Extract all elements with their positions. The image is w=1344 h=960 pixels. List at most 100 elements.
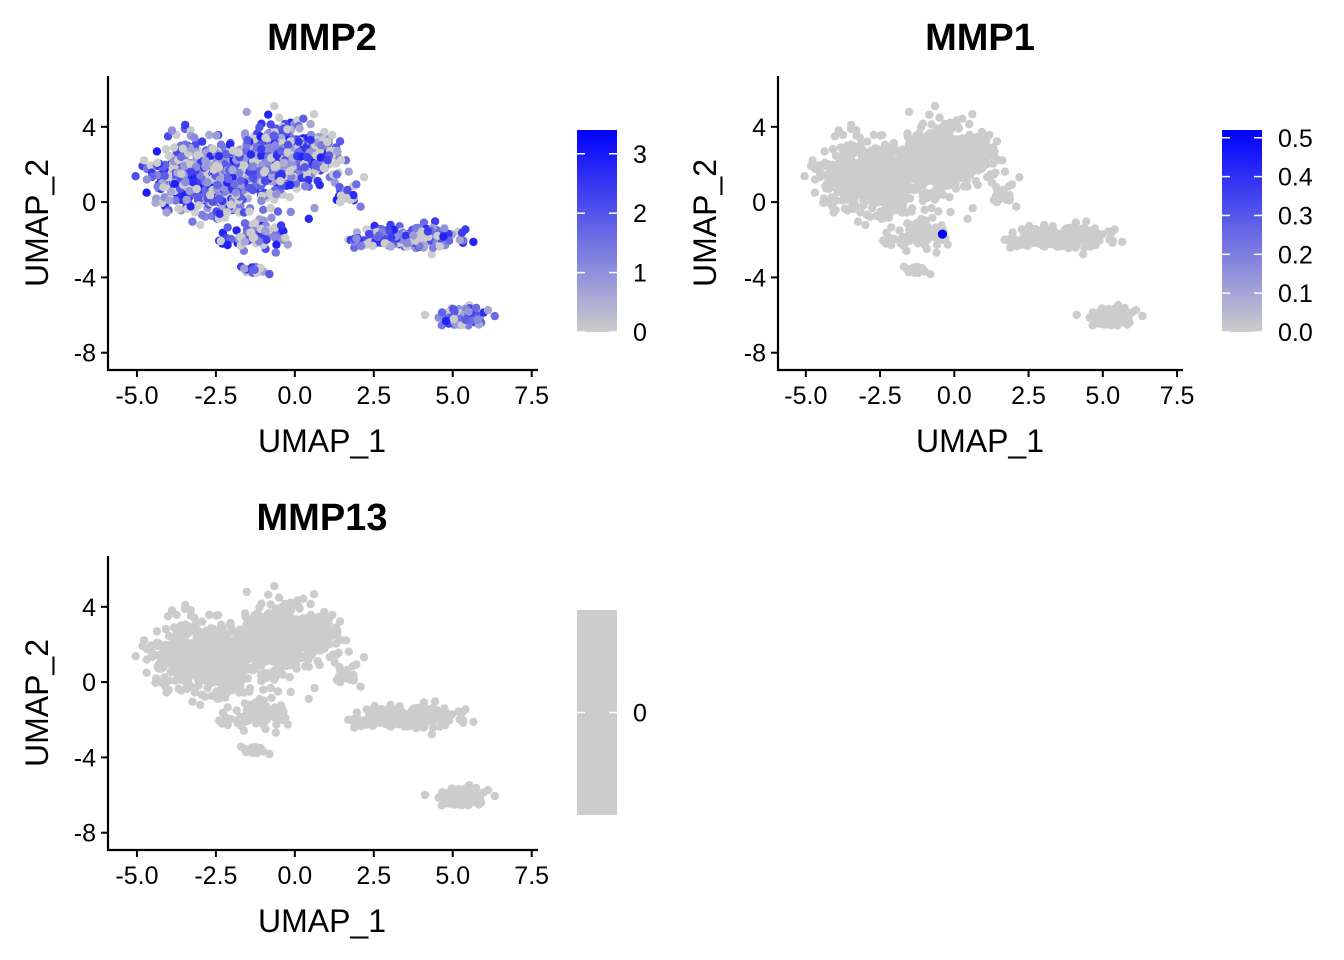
cell-point <box>182 675 191 684</box>
cell-point <box>316 621 326 630</box>
cell-point <box>216 236 226 246</box>
cell-point <box>193 151 202 160</box>
cell-point <box>181 600 190 610</box>
cell-point <box>216 620 226 629</box>
cell-point <box>304 694 313 703</box>
cell-point <box>177 169 186 178</box>
cell-point <box>226 200 235 209</box>
cell-point <box>295 124 304 133</box>
cell-point <box>455 235 464 244</box>
cell-point <box>249 162 258 171</box>
cell-point <box>461 795 470 804</box>
x-tick-label: -2.5 <box>194 862 237 890</box>
cell-point <box>386 722 396 731</box>
cell-point <box>190 133 199 142</box>
panel-title-mmp2: MMP2 <box>267 17 377 59</box>
cell-point <box>206 670 215 680</box>
cell-point <box>131 172 140 181</box>
cell-point <box>918 151 927 160</box>
cell-point <box>205 610 214 620</box>
cell-point <box>903 129 912 138</box>
cell-point <box>907 207 916 216</box>
cell-point <box>1055 239 1065 248</box>
cell-point <box>910 186 919 195</box>
y-tick-label: -4 <box>74 264 96 292</box>
cell-point <box>270 581 279 591</box>
y-tick-label: -4 <box>744 264 766 292</box>
colorbar-legend: 0.50.40.30.20.10.0 <box>1222 125 1313 347</box>
cell-point <box>302 152 312 162</box>
cell-point <box>319 163 329 173</box>
cell-point <box>177 649 186 658</box>
cell-point <box>283 125 292 134</box>
colorbar <box>1222 130 1262 332</box>
cell-point <box>257 624 266 634</box>
cell-point <box>433 711 442 720</box>
cell-point <box>820 158 829 167</box>
cell-point <box>174 684 183 693</box>
cell-point <box>893 179 902 189</box>
cell-point <box>981 155 990 165</box>
cell-point <box>928 213 937 222</box>
cell-point <box>215 209 224 218</box>
scatter-points <box>800 101 1147 330</box>
cell-point <box>437 788 447 797</box>
cell-point <box>335 617 345 626</box>
cell-point <box>276 221 286 230</box>
cell-point <box>164 631 174 641</box>
cell-point <box>277 649 286 659</box>
cell-point <box>310 683 319 693</box>
cell-point <box>902 161 911 170</box>
cell-point <box>319 643 329 653</box>
cell-point <box>240 264 249 273</box>
x-tick-label: 0.0 <box>277 382 312 410</box>
cell-point <box>230 179 239 189</box>
cell-point <box>239 641 249 650</box>
scatter-points <box>131 101 499 330</box>
cell-point <box>990 146 999 156</box>
cell-point <box>181 178 190 187</box>
cell-point <box>402 719 412 728</box>
cell-point <box>457 228 467 237</box>
cell-point <box>185 187 194 196</box>
cell-point <box>344 167 353 176</box>
cell-point <box>886 240 896 250</box>
cell-point <box>959 163 968 172</box>
cell-point <box>160 651 169 661</box>
cell-point <box>352 660 361 669</box>
cell-point <box>343 185 352 195</box>
cell-point <box>859 201 868 210</box>
cell-point <box>1000 167 1010 176</box>
cell-point <box>1100 307 1109 316</box>
cell-point <box>368 721 377 730</box>
cell-point <box>323 137 332 147</box>
y-tick-label: 4 <box>82 114 96 142</box>
cell-point <box>999 185 1008 195</box>
cell-point <box>873 144 882 154</box>
cell-point <box>170 179 179 188</box>
cell-point <box>335 662 344 672</box>
cell-point <box>1071 218 1081 227</box>
cell-point <box>214 632 224 641</box>
cell-point <box>945 180 955 190</box>
cell-point <box>965 119 974 129</box>
cell-point <box>272 720 281 729</box>
y-tick-label: -8 <box>744 340 766 368</box>
cell-point <box>857 184 867 194</box>
cell-point <box>927 203 936 213</box>
cell-point <box>240 717 250 726</box>
cell-point <box>240 609 250 618</box>
cell-point <box>213 660 222 670</box>
cell-point <box>323 617 332 627</box>
cell-point <box>926 269 935 279</box>
cell-point <box>190 688 200 697</box>
cell-point <box>228 645 237 655</box>
x-axis-label: UMAP_1 <box>258 903 386 939</box>
cell-point <box>176 632 186 642</box>
cell-point <box>261 226 270 236</box>
cell-point <box>455 715 464 724</box>
cell-point <box>223 654 233 664</box>
cell-point <box>232 226 241 235</box>
cell-point <box>1120 303 1130 313</box>
